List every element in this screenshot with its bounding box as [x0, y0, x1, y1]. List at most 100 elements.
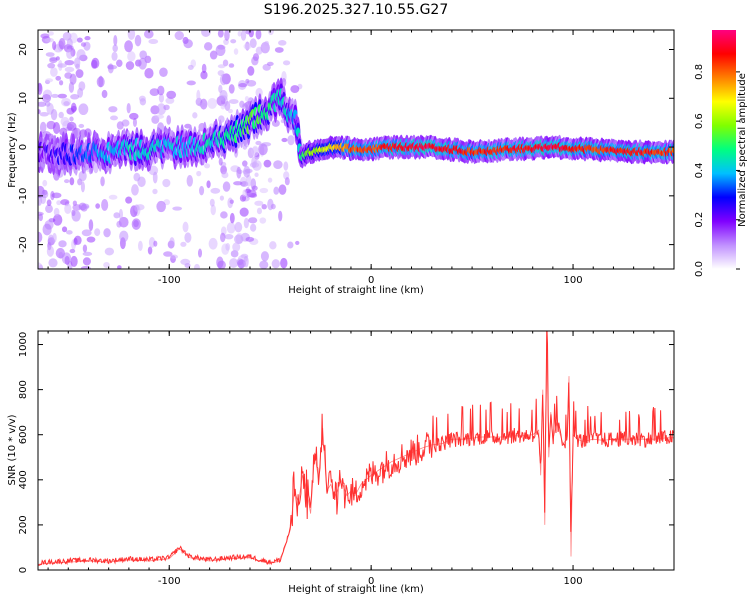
spectrogram-noise-blob: [236, 166, 242, 179]
colorbar-tick-label: 0.6: [694, 113, 705, 129]
spectrogram-noise-blob: [245, 30, 251, 35]
spectrogram-noise-blob: [46, 245, 55, 257]
spectrogram-noise-blob: [156, 103, 166, 115]
spectrogram-noise-blob: [40, 33, 50, 39]
spectrogram-noise-blob: [224, 30, 230, 41]
spectrogram-noise-blob: [228, 84, 235, 94]
snr-y-tick-label: 1000: [18, 332, 29, 357]
spectrogram-noise-blob: [182, 221, 189, 233]
spectrogram-noise-blob: [58, 37, 66, 50]
spectrogram-noise-blob: [228, 63, 235, 68]
spectrogram-noise-blob: [52, 41, 57, 51]
spectrogram-noise-blob: [60, 116, 70, 127]
snr-frame: [37, 330, 675, 571]
spectrogram-noise-blob: [250, 223, 257, 232]
spectrogram-noise-blob: [42, 223, 52, 236]
spectrogram-noise-blob: [255, 30, 262, 40]
spectrogram-noise-blob: [93, 162, 99, 174]
spectrogram-noise-blob: [147, 246, 153, 255]
spectrogram-noise-blob: [39, 111, 49, 117]
spectrogram-y-tick-label: 20: [18, 43, 29, 56]
spectrogram-noise-blob: [71, 105, 77, 112]
spectrogram-noise-blob: [153, 240, 158, 247]
spectrogram-noise-blob: [192, 112, 198, 119]
spectrogram-noise-blob: [107, 63, 114, 74]
spectrogram-noise-blob: [149, 88, 160, 97]
spectrogram-noise-blob: [159, 67, 168, 77]
spectrogram-noise-blob: [116, 220, 122, 228]
snr-y-tick-label: 800: [18, 380, 29, 399]
spectrogram-noise-blob: [47, 62, 56, 69]
spectrogram-noise-blob: [38, 82, 42, 92]
spectrogram-noise-blob: [284, 177, 290, 186]
spectrogram-noise-blob: [52, 122, 61, 134]
spectrogram-noise-blob: [208, 237, 218, 250]
spectrogram-noise-blob: [267, 177, 273, 183]
spectrogram-noise-blob: [91, 59, 98, 69]
spectrogram-noise-blob: [203, 42, 213, 51]
spectrogram-noise-blob: [110, 115, 118, 121]
spectrogram-noise-blob: [44, 101, 51, 107]
spectrogram-noise-blob: [245, 236, 255, 242]
spectrogram-noise-blob: [220, 103, 226, 110]
spectrogram-noise-blob: [250, 146, 259, 157]
spectrogram-noise-blob: [229, 212, 235, 224]
spectrogram-noise-blob: [259, 187, 269, 194]
colorbar-label: Normalized spectral amplitude: [737, 73, 748, 227]
spectrogram-noise-blob: [198, 102, 207, 107]
chart-title: S196.2025.327.10.55.G27: [264, 2, 449, 18]
spectrogram-frame: [37, 29, 675, 270]
spectrogram-noise-blob: [281, 137, 288, 143]
spectrogram-noise-blob: [245, 78, 250, 84]
spectrogram-noise-blob: [51, 192, 62, 199]
spectrogram-noise-blob: [227, 108, 233, 114]
spectrogram-noise-blob: [152, 171, 158, 184]
spectrogram-noise-blob: [62, 32, 72, 41]
spectrogram-noise-blob: [129, 112, 139, 120]
spectrogram-noise-blob: [42, 179, 48, 187]
spectrogram-noise-blob: [215, 44, 226, 57]
spectrogram-noise-blob: [186, 80, 196, 86]
colorbar-tick-label: 0.8: [694, 64, 705, 80]
spectrogram-y-tick-label: -20: [18, 236, 29, 252]
spectrogram-noise-blob: [82, 257, 91, 266]
spectrogram-noise-blob: [117, 265, 122, 269]
spectrogram-noise-blob: [242, 189, 247, 197]
spectrogram-x-tick-label: 0: [368, 275, 374, 286]
spectrogram-noise-blob: [174, 31, 184, 41]
spectrogram-noise-blob: [101, 89, 108, 99]
spectrogram-noise-blob: [103, 228, 111, 238]
spectrogram-noise-blob: [39, 121, 47, 134]
spectrogram-noise-blob: [157, 85, 165, 96]
spectrogram-noise-blob: [139, 50, 148, 60]
spectrogram-noise-blob: [57, 93, 67, 99]
spectrogram-noise-blob: [88, 219, 94, 231]
spectrogram-noise-blob: [169, 237, 175, 249]
spectrogram-noise-blob: [225, 242, 231, 251]
spectrogram-noise-blob: [113, 34, 118, 47]
spectrogram-y-tick-label: 10: [18, 92, 29, 105]
spectrogram-noise-blob: [261, 204, 267, 210]
spectrogram-noise-blob: [243, 217, 250, 229]
spectrogram-noise-blob: [278, 210, 283, 222]
spectrogram-noise-blob: [165, 97, 175, 104]
spectrogram-noise-blob: [38, 109, 41, 115]
spectrogram-noise-blob: [144, 30, 154, 39]
spectrogram-noise-blob: [162, 178, 171, 188]
spectrogram-noise-blob: [69, 248, 76, 254]
spectrogram-noise-blob: [144, 67, 154, 79]
spectrogram-y-tick-label: 0: [18, 144, 29, 150]
snr-x-tick-label: -100: [158, 576, 181, 587]
spectrogram-noise-blob: [45, 204, 53, 213]
spectrogram-noise-blob: [217, 30, 224, 38]
spectrogram-noise-blob: [249, 38, 257, 49]
spectrogram-noise-blob: [243, 165, 251, 178]
spectrogram-noise-blob: [220, 211, 228, 219]
spectrogram-noise-blob: [45, 78, 54, 83]
spectrogram-y-axis-label: Frequency (Hz): [7, 112, 18, 188]
spectrogram-noise-blob: [234, 234, 244, 244]
spectrogram-noise-blob: [295, 240, 300, 245]
spectrogram-noise-blob: [246, 189, 257, 198]
spectrogram-noise-blob: [70, 255, 78, 268]
